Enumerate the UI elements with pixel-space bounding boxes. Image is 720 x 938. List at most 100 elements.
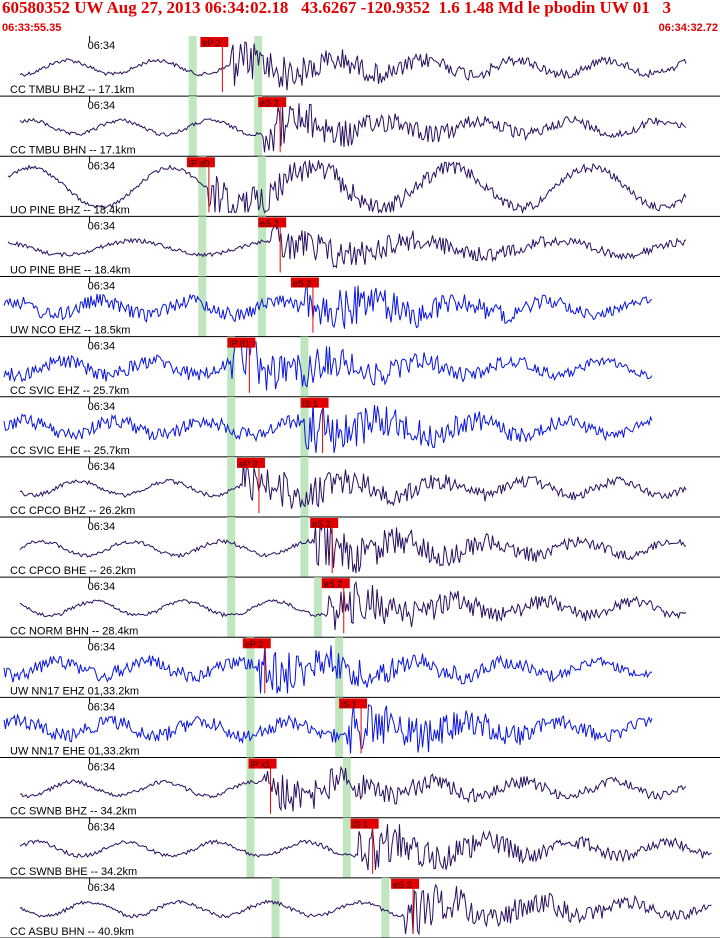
pick-label: eS 2 (293, 279, 312, 289)
waveform-trace (19, 460, 687, 509)
waveform-trace (3, 703, 653, 754)
pick-window-band (258, 216, 267, 277)
waveform-trace (19, 103, 687, 153)
minute-tick-label: 06:34 (88, 701, 116, 713)
station-label: UO PINE BHE -- 18.4km (10, 265, 130, 277)
trace-row: 06:34 eS 2 UW NCO EHZ -- 18.5km (0, 276, 720, 338)
pick-label: eS 2 (260, 98, 279, 108)
pick-window-band (300, 456, 309, 518)
pick-flag (391, 878, 420, 889)
pick-flag (242, 638, 271, 649)
station-label: CC CPCO BHE -- 26.2km (10, 565, 136, 577)
trace-row: 06:34 eS 2 CC CPCO BHE -- 26.2km (0, 517, 720, 578)
pick-window-band (254, 96, 263, 157)
waveform-trace (3, 338, 653, 391)
pick-window-band (246, 697, 255, 758)
pick-label: iP x1 (251, 760, 271, 770)
pick-window-band (227, 396, 236, 457)
waveform-trace (3, 644, 653, 694)
trace-row: 06:34 eS 2 UO PINE BHE -- 18.4km (0, 216, 720, 278)
pick-window-band (258, 276, 267, 337)
pick-window-band (313, 577, 322, 638)
pick-window-band (335, 697, 344, 758)
waveform-trace (3, 284, 653, 329)
pick-flag (236, 457, 265, 468)
station-label: CC ASBU BHN -- 40.9km (10, 926, 134, 938)
pick-flag (258, 217, 287, 228)
pick-window-band (300, 517, 309, 578)
waveform-trace (19, 765, 687, 812)
pick-flag (248, 758, 277, 769)
seismogram-panel: 06:34 eP 2 CC TMBU BHZ -- 17.1km 06:34 eS 2 C… (0, 36, 720, 938)
pick-flag (186, 157, 215, 168)
pick-label: eS 2 (324, 579, 343, 589)
minute-tick-label: 06:34 (88, 461, 116, 473)
pick-window-band (300, 336, 309, 397)
station-label: UW NN17 EHE 01,33.2km (10, 746, 140, 758)
waveform-trace (19, 41, 687, 91)
minute-tick-label: 06:34 (88, 822, 116, 834)
trace-row: 06:34 iP x1 CC SWNB BHZ -- 34.2km (0, 757, 720, 819)
pick-window-band (227, 577, 236, 638)
pick-label: eP 2 (202, 38, 220, 48)
trace-row: 06:34 iP d1 CC SVIC EHZ -- 25.7km (0, 336, 720, 398)
pick-window-band (258, 156, 267, 217)
pick-label: iS 1 (303, 399, 319, 409)
pick-flag (339, 698, 368, 709)
waveform-trace (3, 401, 653, 453)
pick-label: eP 2 (245, 639, 263, 649)
pick-label: iP d1 (229, 339, 249, 349)
minute-tick-label: 06:34 (88, 401, 116, 413)
trace-row: 06:34 eS 2 CC ASBU BHN -- 40.9km (0, 877, 720, 938)
pick-window-band (246, 817, 255, 878)
pick-label: iS 1 (353, 820, 369, 830)
pick-window-band (246, 757, 255, 818)
minute-tick-label: 06:34 (88, 762, 116, 774)
pick-window-band (188, 36, 197, 97)
station-label: CC CPCO BHZ -- 26.2km (10, 505, 135, 517)
pick-label: iP d0 (189, 158, 209, 168)
waveform-trace (7, 160, 687, 215)
pick-window-band (381, 877, 390, 938)
event-header: 60580352 UW Aug 27, 2013 06:34:02.18 43.… (0, 0, 720, 36)
pick-label: eS 2 (393, 880, 412, 890)
pick-window-band (227, 517, 236, 578)
pick-flag (227, 337, 256, 348)
minute-tick-label: 06:34 (88, 40, 116, 52)
minute-tick-label: 06:34 (88, 281, 116, 293)
trace-row: 06:34 eS 2 CC TMBU BHN -- 17.1km (0, 96, 720, 157)
waveform-trace (19, 521, 687, 574)
minute-tick-label: 06:34 (88, 641, 116, 653)
pick-flag (290, 277, 319, 288)
station-label: CC SVIC EHE -- 25.7km (10, 445, 130, 457)
pick-window-band (198, 216, 207, 277)
minute-tick-label: 06:34 (88, 882, 116, 894)
trace-row: 06:34 eS 2 CC NORM BHN -- 28.4km (0, 577, 720, 638)
pick-window-band (342, 757, 351, 818)
station-label: CC NORM BHN -- 28.4km (10, 625, 138, 637)
pick-flag (310, 518, 339, 529)
pick-flag (300, 397, 329, 408)
waveform-trace (7, 220, 687, 269)
pick-window-band (271, 877, 280, 938)
pick-label: iS 1 (341, 699, 357, 709)
minute-tick-label: 06:34 (88, 100, 116, 112)
pick-flag (200, 37, 229, 47)
end-time-label: 06:34:32.72 (658, 22, 718, 34)
pick-flag (350, 818, 379, 829)
station-label: CC TMBU BHN -- 17.1km (10, 144, 136, 156)
waveform-trace (19, 580, 687, 631)
pick-window-band (198, 276, 207, 337)
pick-label: eS 2 (312, 519, 331, 529)
pick-flag (258, 97, 287, 108)
waveform-trace (19, 824, 712, 871)
pick-window-band (254, 36, 263, 97)
station-label: CC SVIC EHZ -- 25.7km (10, 385, 129, 397)
station-label: UO PINE BHZ -- 18.4km (10, 204, 130, 216)
trace-row: 06:34 eP 2 CC TMBU BHZ -- 17.1km (0, 36, 720, 97)
pick-window-band (342, 817, 351, 878)
station-label: CC SWNB BHZ -- 34.2km (10, 806, 137, 818)
station-label: CC SWNB BHE -- 34.2km (10, 866, 137, 878)
minute-tick-label: 06:34 (88, 160, 116, 172)
trace-row: 06:34 eP 3 CC CPCO BHZ -- 26.2km (0, 456, 720, 518)
